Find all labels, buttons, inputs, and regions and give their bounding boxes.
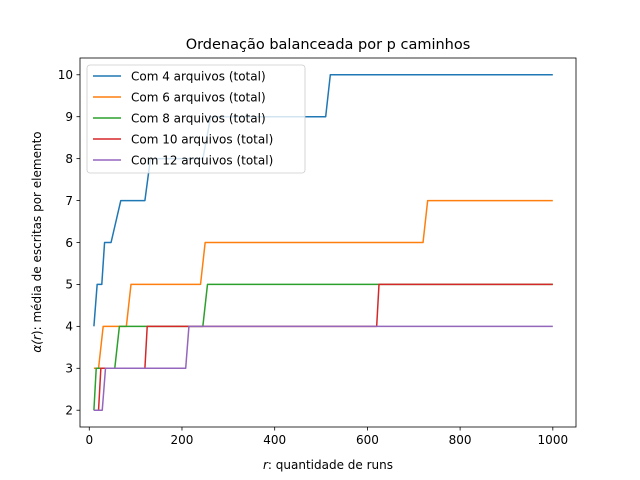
x-axis-label: r: quantidade de runs <box>263 458 393 472</box>
y-tick-label: 3 <box>65 362 73 376</box>
y-tick-label: 9 <box>65 110 73 124</box>
x-tick-label: 0 <box>85 433 93 447</box>
series-line-1 <box>93 74 553 327</box>
series-line-4 <box>93 283 553 411</box>
chart-title: Ordenação balanceada por p caminhos <box>186 37 471 53</box>
y-axis-label-variable: r <box>30 334 44 340</box>
y-tick-label: 10 <box>58 68 73 82</box>
legend-box <box>86 64 306 174</box>
x-tick-label: 800 <box>449 433 472 447</box>
x-axis-ticks: 0 200 400 600 800 1000 <box>85 427 568 447</box>
y-tick-label: 6 <box>65 236 73 250</box>
y-tick-label: 7 <box>65 194 73 208</box>
y-axis-ticks: 2 3 4 5 6 7 8 9 10 <box>58 68 80 418</box>
legend: Com 4 arquivos (total) Com 6 arquivos (to… <box>86 64 306 174</box>
legend-label-2: Com 6 arquivos (total) <box>131 90 266 104</box>
y-tick-label: 4 <box>65 320 73 334</box>
legend-label-1: Com 4 arquivos (total) <box>131 69 266 83</box>
y-axis-label-alpha: α( <box>30 339 44 353</box>
y-axis-label: α(r): média de escritas por elemento <box>30 131 44 352</box>
y-axis-label-text: ): média de escritas por elemento <box>30 131 44 335</box>
x-tick-label: 400 <box>263 433 286 447</box>
series-line-2 <box>93 199 553 370</box>
y-tick-label: 2 <box>65 404 73 418</box>
series-line-5 <box>93 325 553 411</box>
legend-label-5: Com 12 arquivos (total) <box>131 153 273 167</box>
x-tick-label: 1000 <box>538 433 569 447</box>
x-axis-label-variable: r <box>263 458 269 472</box>
legend-label-3: Com 8 arquivos (total) <box>131 111 266 125</box>
plot-lines <box>93 74 553 411</box>
x-tick-label: 200 <box>171 433 194 447</box>
y-tick-label: 5 <box>65 278 73 292</box>
series-line-3 <box>93 283 553 411</box>
x-tick-label: 600 <box>356 433 379 447</box>
y-tick-label: 8 <box>65 152 73 166</box>
x-axis-label-text: : quantidade de runs <box>268 458 393 472</box>
legend-label-4: Com 10 arquivos (total) <box>131 132 273 146</box>
